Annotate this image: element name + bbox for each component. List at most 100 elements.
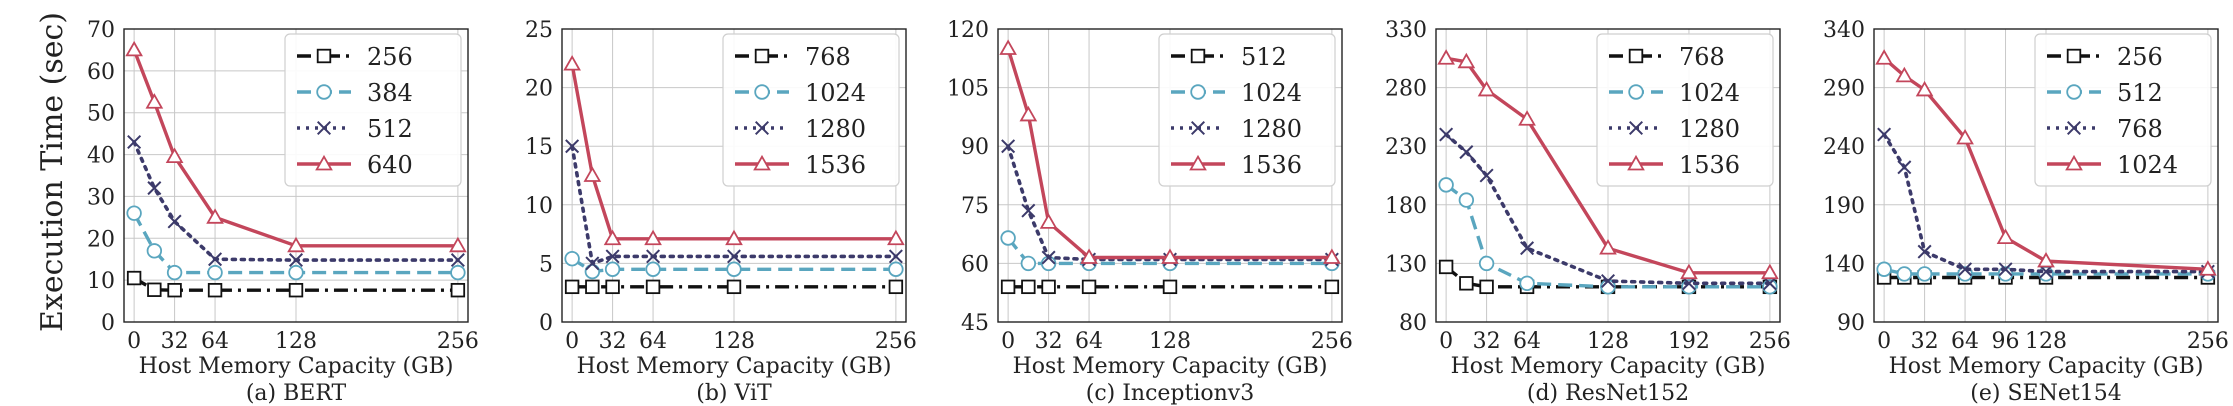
x-tick-label: 64 <box>1513 329 1541 354</box>
x-axis-label: Host Memory Capacity (GB) <box>1451 354 1766 379</box>
series-line <box>132 49 458 248</box>
data-point <box>1041 279 1056 295</box>
data-point <box>1000 279 1016 295</box>
data-point <box>1439 127 1454 142</box>
data-point <box>1996 228 2015 244</box>
y-tick-label: 5 <box>539 252 553 277</box>
data-point <box>1478 255 1495 272</box>
data-point <box>1324 279 1340 295</box>
x-tick-label: 256 <box>1311 329 1353 354</box>
x-axis-label: Host Memory Capacity (GB) <box>139 354 454 379</box>
y-tick-label: 280 <box>1385 77 1427 102</box>
data-point <box>1877 127 1892 142</box>
legend-label: 1024 <box>1679 79 1740 107</box>
legend-marker <box>315 154 333 171</box>
x-tick-label: 0 <box>1877 329 1891 354</box>
data-point <box>646 249 661 264</box>
legend-marker <box>1190 84 1206 100</box>
x-tick-label: 32 <box>1035 329 1063 354</box>
data-point <box>1458 192 1475 208</box>
x-tick-label: 192 <box>1668 329 1710 354</box>
data-point <box>1520 241 1535 256</box>
legend: 768 1024 1280 1536 <box>1596 33 1774 187</box>
y-tick-label: 45 <box>961 311 989 336</box>
legend-marker <box>1190 120 1206 136</box>
series-line <box>571 257 896 274</box>
x-tick-label: 0 <box>1001 329 1015 354</box>
plot-frame <box>561 28 907 323</box>
legend-label: 1280 <box>1679 115 1740 143</box>
series-line <box>570 63 896 241</box>
y-tick-label: 75 <box>961 194 989 219</box>
data-point <box>146 243 163 259</box>
y-tick-label: 230 <box>1385 135 1427 160</box>
legend-marker <box>754 120 770 136</box>
data-point <box>1896 266 1913 282</box>
data-point <box>1958 262 1973 277</box>
data-point <box>1518 110 1536 126</box>
legend-label: 512 <box>367 115 413 143</box>
legend-label: 256 <box>367 43 413 71</box>
legend-marker <box>1190 48 1206 64</box>
data-point <box>1080 248 1098 264</box>
data-point <box>564 251 580 267</box>
data-point <box>583 166 602 182</box>
y-tick-label: 340 <box>1823 18 1865 43</box>
data-point <box>206 208 224 224</box>
y-tick-label: 50 <box>87 102 115 127</box>
series-line <box>133 276 458 292</box>
legend: 768 1024 1280 1536 <box>722 33 900 187</box>
data-point <box>167 214 182 229</box>
y-tick-label: 80 <box>1399 311 1427 336</box>
legend-marker <box>754 48 770 64</box>
y-tick-label: 60 <box>961 252 989 277</box>
legend-label: 640 <box>367 151 413 179</box>
legend-label: 1024 <box>805 79 866 107</box>
data-point <box>888 249 903 264</box>
data-point <box>1162 279 1178 295</box>
data-point <box>1917 244 1932 259</box>
series-line <box>132 212 458 275</box>
x-axis-label: Host Memory Capacity (GB) <box>577 354 892 379</box>
data-point <box>605 249 620 264</box>
x-tick-label: 32 <box>1473 329 1501 354</box>
x-tick-label: 256 <box>2187 329 2229 354</box>
data-point <box>145 93 164 109</box>
data-point <box>565 139 580 154</box>
legend-label: 768 <box>2117 115 2163 143</box>
data-point <box>1459 145 1474 160</box>
legend: 256 384 512 640 <box>284 33 462 187</box>
data-point <box>1599 239 1617 255</box>
x-tick-label: 32 <box>599 329 627 354</box>
data-point <box>1876 261 1892 277</box>
data-point <box>1897 160 1912 175</box>
data-point <box>1021 203 1036 218</box>
x-tick-label: 128 <box>1149 329 1191 354</box>
data-point <box>126 205 142 221</box>
legend-marker <box>2066 48 2082 64</box>
data-point <box>999 39 1017 55</box>
legend-box <box>1596 33 1774 187</box>
y-tick-label: 25 <box>525 18 553 43</box>
legend-marker <box>2066 120 2082 136</box>
legend-label: 768 <box>805 43 851 71</box>
data-point <box>564 279 580 295</box>
data-point <box>563 55 581 71</box>
chart-panel: 45 60 75 90 105 120 0 32 64 128 256 512 1024 1280 1536… <box>947 18 1353 406</box>
x-tick-label: 64 <box>1075 329 1103 354</box>
x-tick-label: 128 <box>713 329 755 354</box>
legend-label: 1280 <box>805 115 866 143</box>
y-tick-label: 330 <box>1385 18 1427 43</box>
data-point <box>147 282 162 297</box>
data-point <box>208 252 223 267</box>
x-tick-label: 96 <box>1992 329 2020 354</box>
data-point <box>287 236 305 253</box>
series-line <box>570 144 898 266</box>
data-point <box>1915 80 1934 97</box>
x-tick-label: 128 <box>275 329 317 354</box>
series-line <box>1006 144 1334 262</box>
legend-marker <box>316 84 332 100</box>
data-point <box>604 261 621 277</box>
legend: 256 512 768 1024 <box>2034 33 2212 187</box>
